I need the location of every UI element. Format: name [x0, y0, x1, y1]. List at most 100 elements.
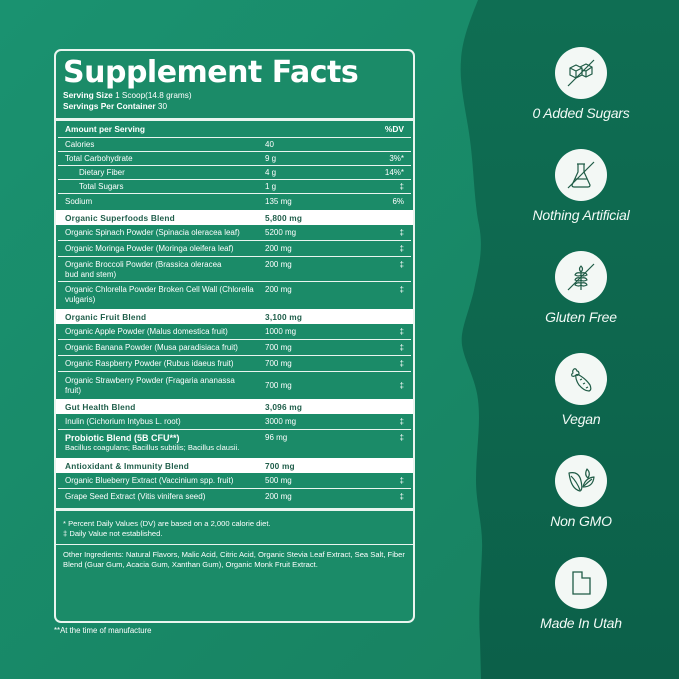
nutrient-label: Total Carbohydrate — [65, 153, 133, 163]
blend-amount: 3,096 mg — [265, 401, 303, 412]
amount-header-row: Amount per Serving %DV — [58, 121, 411, 138]
badge-made-in-utah: Made In Utah — [510, 557, 660, 647]
nutrient-amount: 9 g — [265, 153, 277, 163]
ingredient-row: Organic Blueberry Extract (Vaccinium spp… — [58, 473, 411, 489]
ingredient-dv: ‡ — [399, 475, 404, 485]
blend-header-superfoods: Organic Superfoods Blend 5,800 mg — [56, 210, 413, 225]
ingredient-label: Organic Spinach Powder (Spinacia olerace… — [65, 227, 240, 237]
blend-header-gut-health: Gut Health Blend 3,096 mg — [56, 399, 413, 414]
nutrient-dv: 14%* — [384, 167, 404, 177]
serving-size-label: Serving Size — [63, 90, 113, 100]
badge-label: Nothing Artificial — [532, 207, 630, 223]
supplement-facts-panel: Supplement Facts Serving Size 1 Scoop(14… — [54, 49, 415, 623]
ingredient-row: Organic Broccoli Powder (Brassica olerac… — [58, 257, 411, 282]
badge-gluten-free: Gluten Free — [510, 251, 660, 341]
nutrient-row-total-carbohydrate: Total Carbohydrate 9 g 3%* — [58, 152, 411, 166]
blend-name: Gut Health Blend — [65, 401, 136, 412]
ingredient-amount: 200 mg — [265, 243, 292, 253]
badge-label: Gluten Free — [545, 309, 617, 325]
blend-header-antioxidant: Antioxidant & Immunity Blend 700 mg — [56, 458, 413, 473]
ingredient-label: Organic Apple Powder (Malus domestica fr… — [65, 326, 228, 336]
nutrient-dv: 3%* — [389, 153, 404, 163]
ingredient-dv: ‡ — [399, 492, 404, 501]
nutrient-row-calories: Calories 40 — [58, 138, 411, 152]
ingredient-dv: ‡ — [399, 326, 404, 336]
blend-name: Organic Fruit Blend — [65, 311, 147, 322]
ingredient-row: Organic Apple Powder (Malus domestica fr… — [58, 324, 411, 340]
blend-header-fruit: Organic Fruit Blend 3,100 mg — [56, 309, 413, 324]
footnote-not-established: ‡ Daily Value not established. — [63, 529, 163, 538]
probiotic-label-group: Probiotic Blend (5B CFU**) Bacillus coag… — [65, 433, 265, 453]
badge-label: 0 Added Sugars — [532, 105, 630, 121]
ingredient-label: Organic Strawberry Powder (Fragaria anan… — [65, 375, 235, 395]
blend-name: Organic Superfoods Blend — [65, 212, 175, 223]
thick-divider — [56, 508, 413, 511]
blend-name: Antioxidant & Immunity Blend — [65, 460, 190, 471]
ingredient-row: Organic Moringa Powder (Moringa oleifera… — [58, 241, 411, 257]
ingredient-dv: ‡ — [399, 416, 404, 426]
ingredient-row: Organic Chlorella Powder Broken Cell Wal… — [58, 282, 411, 309]
ingredient-label: Organic Broccoli Powder (Brassica olerac… — [65, 260, 222, 279]
ingredient-dv: ‡ — [399, 285, 404, 294]
other-ingredients: Other Ingredients: Natural Flavors, Mali… — [56, 544, 413, 576]
footnote-dv: * Percent Daily Values (DV) are based on… — [63, 519, 271, 528]
no-flask-icon — [555, 149, 607, 201]
ingredient-dv: ‡ — [399, 358, 404, 368]
nutrient-label: Dietary Fiber — [79, 167, 125, 177]
ingredient-label: Inulin (Cichorium Intybus L. root) — [65, 416, 181, 426]
ingredient-label: Probiotic Blend (5B CFU**) — [65, 433, 180, 443]
leaves-icon — [555, 455, 607, 507]
ingredient-amount: 3000 mg — [265, 416, 297, 426]
nutrient-amount: 135 mg — [265, 197, 292, 206]
nutrient-dv: ‡ — [399, 181, 404, 191]
ingredient-dv: ‡ — [399, 342, 404, 352]
nutrient-label: Total Sugars — [79, 181, 124, 191]
ingredient-row: Organic Raspberry Powder (Rubus idaeus f… — [58, 356, 411, 372]
ingredient-amount: 5200 mg — [265, 227, 297, 237]
utah-state-icon — [555, 557, 607, 609]
badge-vegan: Vegan — [510, 353, 660, 443]
serving-size: Serving Size 1 Scoop(14.8 grams) — [56, 90, 413, 101]
amount-per-serving-label: Amount per Serving — [65, 124, 146, 134]
nutrient-label: Sodium — [65, 197, 93, 206]
ingredient-row: Inulin (Cichorium Intybus L. root) 3000 … — [58, 414, 411, 430]
ingredient-row: Grape Seed Extract (Vitis vinifera seed)… — [58, 489, 411, 505]
ingredient-row: Organic Spinach Powder (Spinacia olerace… — [58, 225, 411, 241]
ingredient-row: Organic Banana Powder (Musa paradisiaca … — [58, 340, 411, 356]
badge-label: Vegan — [561, 411, 601, 427]
ingredient-amount: 200 mg — [265, 260, 292, 269]
badge-nothing-artificial: Nothing Artificial — [510, 149, 660, 239]
nutrient-amount: 40 — [265, 139, 274, 149]
ingredient-amount: 1000 mg — [265, 326, 297, 336]
serving-size-value: 1 Scoop(14.8 grams) — [115, 91, 192, 100]
servings-per-container-value: 30 — [157, 102, 168, 111]
ingredient-label: Organic Raspberry Powder (Rubus idaeus f… — [65, 358, 234, 368]
blend-amount: 3,100 mg — [265, 311, 303, 322]
badge-label: Made In Utah — [540, 615, 622, 631]
ingredient-row: Organic Strawberry Powder (Fragaria anan… — [58, 372, 411, 399]
ingredient-amount: 700 mg — [265, 358, 292, 368]
manufacture-note: **At the time of manufacture — [54, 626, 152, 635]
ingredient-label: Organic Chlorella Powder Broken Cell Wal… — [65, 285, 254, 304]
ingredient-dv: ‡ — [399, 243, 404, 253]
ingredient-amount: 200 mg — [265, 492, 292, 501]
ingredient-row-probiotic: Probiotic Blend (5B CFU**) Bacillus coag… — [58, 430, 411, 458]
panel-title: Supplement Facts — [63, 55, 359, 90]
ingredient-amount: 200 mg — [265, 285, 292, 294]
ingredient-label: Organic Banana Powder (Musa paradisiaca … — [65, 342, 238, 352]
ingredient-dv: ‡ — [399, 227, 404, 237]
no-wheat-icon — [555, 251, 607, 303]
nutrient-dv: 6% — [392, 197, 404, 206]
badge-no-added-sugars: 0 Added Sugars — [510, 47, 660, 137]
blend-amount: 5,800 mg — [265, 212, 303, 223]
dv-header: %DV — [384, 124, 404, 134]
nutrient-label: Calories — [65, 139, 95, 149]
ingredient-label: Organic Blueberry Extract (Vaccinium spp… — [65, 475, 234, 485]
ingredient-dv: ‡ — [399, 433, 404, 442]
nutrient-row-dietary-fiber: Dietary Fiber 4 g 14%* — [58, 166, 411, 180]
thick-divider — [56, 118, 413, 121]
servings-per-container-label: Servings Per Container — [63, 101, 156, 111]
servings-per-container: Servings Per Container 30 — [56, 101, 413, 112]
ingredient-dv: ‡ — [399, 260, 404, 269]
ingredient-amount: 500 mg — [265, 475, 292, 485]
